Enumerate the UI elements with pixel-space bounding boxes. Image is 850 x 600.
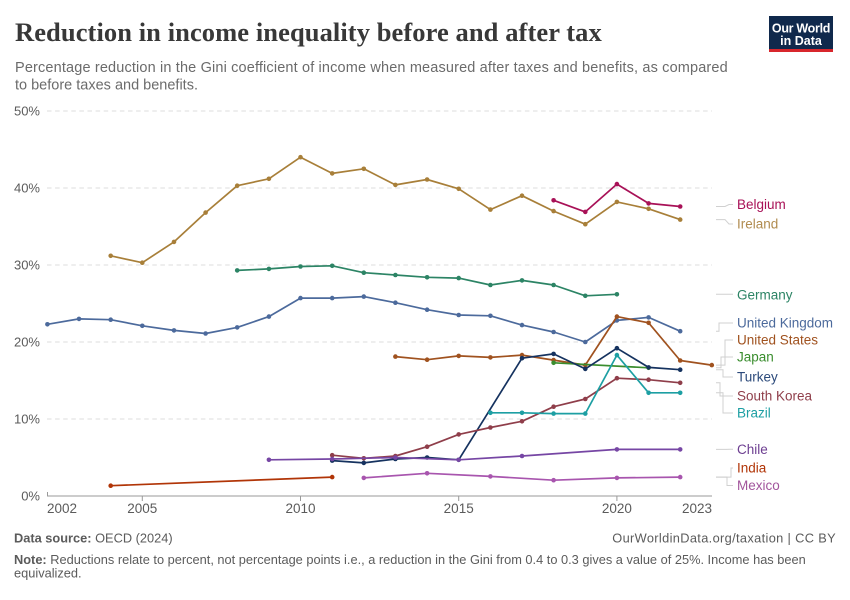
svg-text:Note: Reductions relate to per: Note: Reductions relate to percent, not … [14, 552, 806, 567]
svg-text:to before taxes and benefits.: to before taxes and benefits. [15, 78, 198, 94]
svg-text:2002: 2002 [47, 501, 77, 516]
svg-text:Data source: OECD (2024): Data source: OECD (2024) [14, 531, 173, 546]
svg-text:Our World: Our World [772, 22, 830, 36]
svg-text:Reduction in income inequality: Reduction in income inequality before an… [15, 17, 602, 47]
svg-text:Belgium: Belgium [737, 197, 786, 212]
svg-text:India: India [737, 461, 767, 476]
svg-text:2023: 2023 [682, 501, 712, 516]
svg-text:0%: 0% [21, 489, 40, 504]
svg-text:Japan: Japan [737, 350, 774, 365]
svg-text:50%: 50% [14, 104, 40, 119]
svg-text:2005: 2005 [127, 501, 157, 516]
svg-text:20%: 20% [14, 335, 40, 350]
svg-text:South Korea: South Korea [737, 389, 813, 404]
svg-text:40%: 40% [14, 181, 40, 196]
svg-text:Chile: Chile [737, 442, 768, 457]
svg-text:2010: 2010 [285, 501, 315, 516]
svg-text:Mexico: Mexico [737, 478, 780, 493]
svg-text:Germany: Germany [737, 288, 793, 303]
svg-text:30%: 30% [14, 258, 40, 273]
svg-text:in Data: in Data [780, 34, 823, 48]
svg-text:2015: 2015 [444, 501, 474, 516]
svg-text:10%: 10% [14, 412, 40, 427]
svg-text:Percentage reduction in the Gi: Percentage reduction in the Gini coeffic… [15, 60, 728, 76]
svg-text:Ireland: Ireland [737, 217, 778, 232]
svg-text:2020: 2020 [602, 501, 632, 516]
svg-text:United States: United States [737, 333, 818, 348]
svg-text:OurWorldinData.org/taxation |: OurWorldinData.org/taxation | CC BY [612, 531, 836, 546]
svg-text:equivalized.: equivalized. [14, 566, 82, 581]
svg-text:Brazil: Brazil [737, 406, 771, 421]
svg-text:United Kingdom: United Kingdom [737, 316, 833, 331]
svg-text:Turkey: Turkey [737, 370, 778, 385]
